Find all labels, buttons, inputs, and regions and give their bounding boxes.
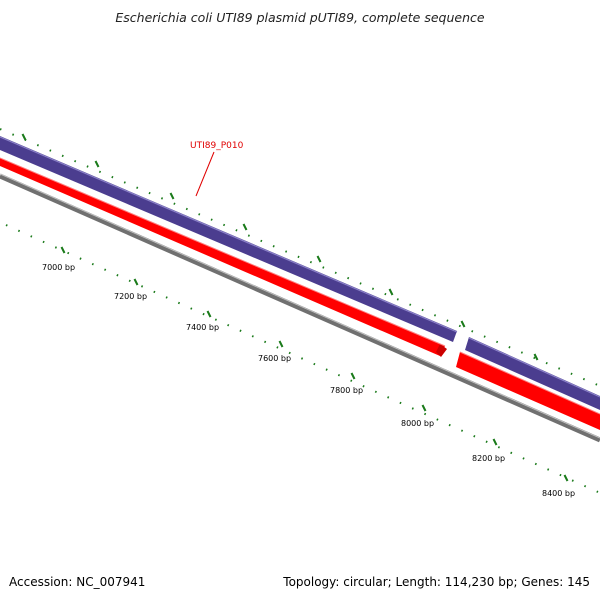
outer-major-tick (21, 133, 27, 141)
gene-label-leader (195, 151, 215, 197)
inner-major-tick (133, 278, 139, 286)
ruler-label: 8200 bp (472, 454, 505, 463)
backbone-line (0, 173, 600, 443)
ruler-label: 7000 bp (42, 263, 75, 272)
inner-major-tick (278, 340, 284, 348)
inner-major-tick (350, 372, 356, 380)
reverse-strand-gene[interactable] (0, 157, 600, 430)
summary-text: Topology: circular; Length: 114,230 bp; … (283, 575, 590, 589)
ruler-label: 7200 bp (114, 292, 147, 301)
inner-major-tick (563, 474, 569, 482)
ruler-label: 7800 bp (330, 386, 363, 395)
outer-major-tick (388, 288, 394, 296)
outer-major-tick (460, 320, 466, 328)
outer-major-tick (242, 223, 248, 231)
inner-major-tick (492, 438, 498, 446)
outer-major-tick (533, 353, 539, 361)
ruler-label: 7400 bp (186, 323, 219, 332)
map-title: Escherichia coli UTI89 plasmid pUTI89, c… (115, 10, 485, 25)
outer-tick-marks (0, 128, 600, 387)
inner-major-tick (421, 404, 427, 412)
outer-major-tick (169, 192, 175, 200)
outer-major-tick (316, 255, 322, 263)
forward-strand-gene[interactable] (0, 136, 600, 410)
inner-ruler: 7000 bp 7200 bp 7400 bp 7600 bp 7800 bp 8000 … (5, 224, 599, 498)
accession-text: Accession: NC_007941 (9, 575, 146, 589)
inner-major-tick (206, 310, 212, 318)
inner-major-tick (60, 246, 66, 254)
gene-label-group[interactable]: UTI89_P010 (190, 141, 244, 197)
outer-major-tick (94, 160, 100, 168)
ruler-label: 8000 bp (401, 419, 434, 428)
ruler-label: 8400 bp (542, 489, 575, 498)
ruler-label: 7600 bp (258, 354, 291, 363)
gene-label[interactable]: UTI89_P010 (190, 141, 244, 151)
